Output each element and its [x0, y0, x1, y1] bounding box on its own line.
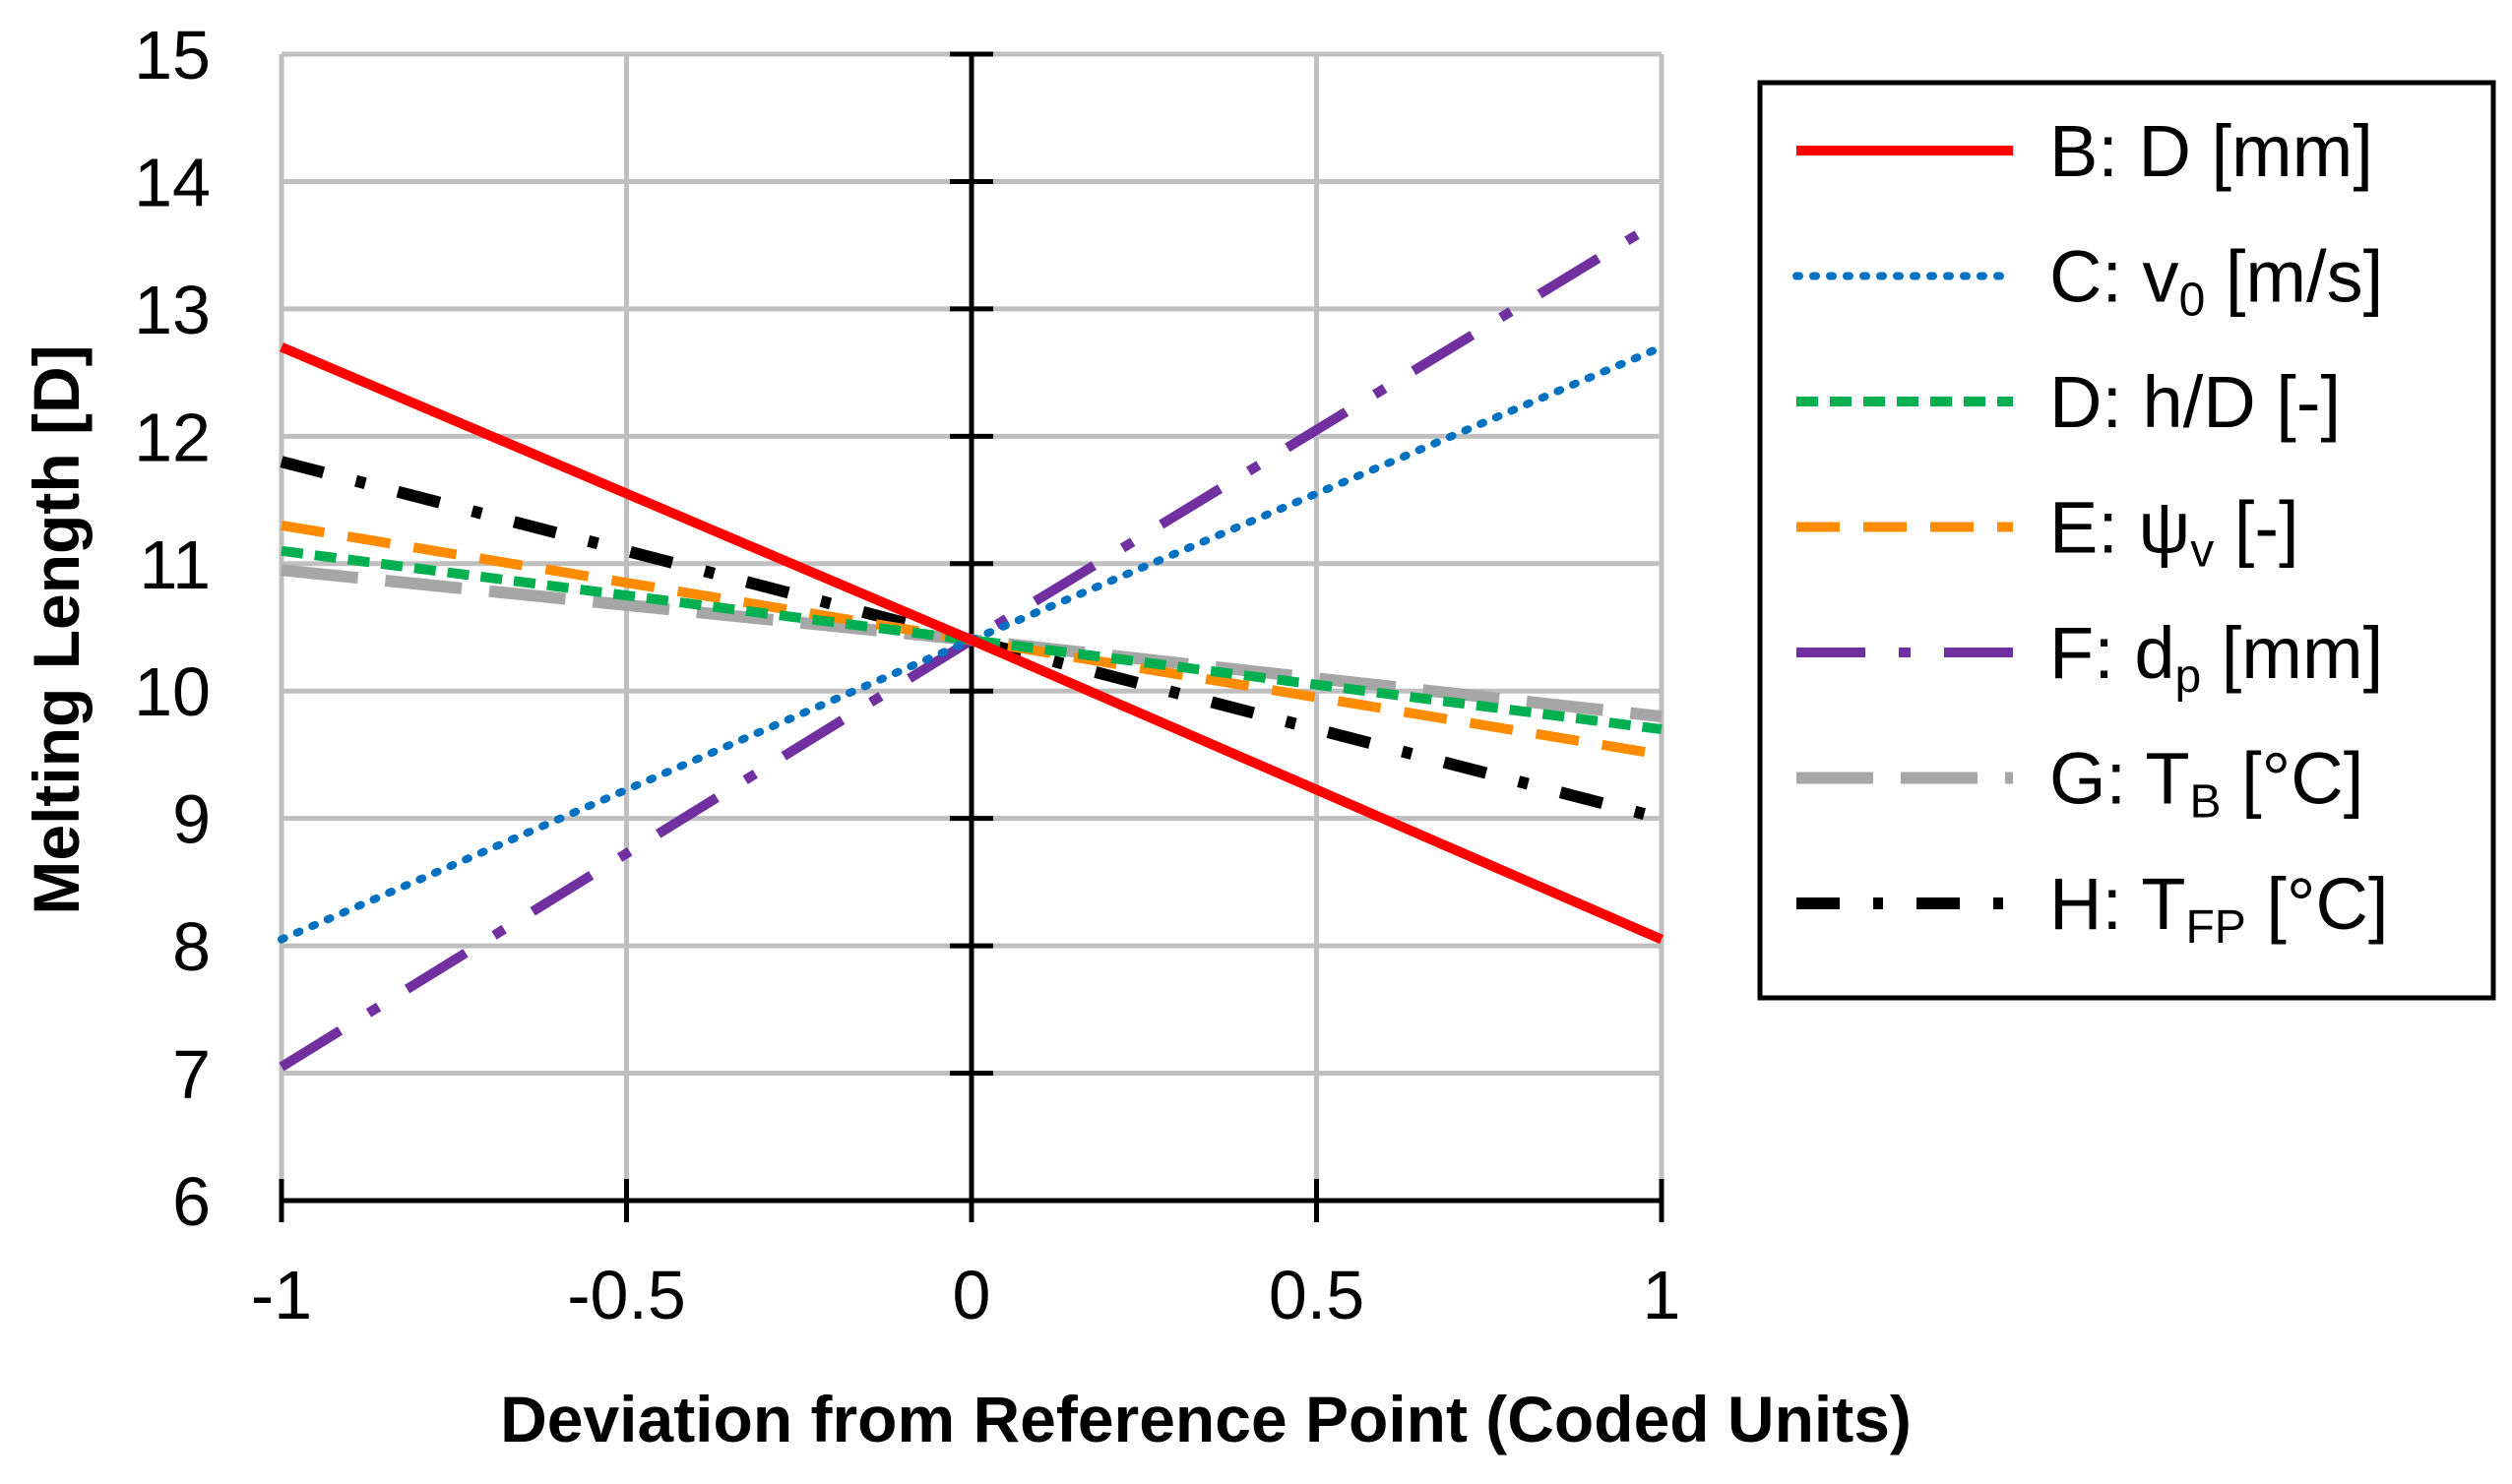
legend-label-main: E: ψ — [2049, 487, 2190, 569]
x-tick-label: 0 — [953, 1257, 991, 1333]
y-tick-label: 7 — [172, 1036, 211, 1113]
legend-label-unit: [m/s] — [2205, 236, 2383, 318]
legend-label-E: E: ψv [-] — [2049, 487, 2299, 578]
legend-items: B: D [mm] C: v0 [m/s] D: h/D [-] E: ψv [-] F… — [1792, 110, 2389, 954]
y-axis-title: Melting Length [D] — [20, 344, 93, 914]
x-tick-label: -0.5 — [567, 1257, 686, 1333]
x-axis-title: Deviation from Reference Point (Coded Un… — [500, 1383, 1912, 1455]
y-tick-label: 11 — [139, 526, 211, 603]
legend-label-main: B: D [mm] — [2049, 110, 2373, 192]
series-line-F — [279, 216, 1664, 1072]
series-lines — [278, 216, 1665, 1072]
legend-label-subscript: B — [2190, 776, 2222, 829]
y-tick-label: 14 — [134, 144, 211, 220]
x-tick-label: -1 — [251, 1257, 312, 1333]
legend-label-main: H: T — [2049, 863, 2185, 945]
legend-label-main: C: v — [2049, 236, 2179, 318]
legend-label-C: C: v0 [m/s] — [2049, 236, 2383, 327]
legend-label-G: G: TB [°C] — [2049, 738, 2363, 829]
legend-label-main: G: T — [2049, 738, 2190, 820]
y-tick-label: 13 — [134, 272, 211, 348]
legend-label-unit: [-] — [2214, 487, 2298, 569]
legend-label-subscript: FP — [2185, 901, 2245, 954]
series-line-B — [280, 342, 1664, 945]
y-tick-label: 15 — [134, 17, 211, 93]
y-tick-label: 12 — [134, 399, 211, 475]
tick-labels: 6 7 8 9 10 11 12 13 14 15 -1 -0.5 0 0.5 1 — [134, 17, 1680, 1333]
axes — [279, 51, 1664, 1222]
legend-box — [1757, 80, 2496, 1001]
y-tick-label: 9 — [172, 781, 211, 858]
legend-label-unit: [mm] — [2201, 612, 2383, 694]
legend-label-D: D: h/D [-] — [2049, 361, 2341, 443]
x-tick-label: 0.5 — [1269, 1257, 1364, 1333]
legend-label-unit: [°C] — [2246, 863, 2389, 945]
legend-label-main: F: d — [2049, 612, 2174, 694]
y-tick-label: 6 — [172, 1163, 211, 1240]
legend-label-F: F: dp [mm] — [2049, 612, 2383, 703]
legend-label-B: B: D [mm] — [2049, 110, 2373, 192]
x-tick-label: 1 — [1643, 1257, 1681, 1333]
y-tick-label: 10 — [134, 653, 211, 730]
legend: B: D [mm] C: v0 [m/s] D: h/D [-] E: ψv [-] F… — [1757, 80, 2496, 1001]
legend-label-subscript: 0 — [2179, 275, 2206, 327]
legend-label-unit: [°C] — [2222, 738, 2364, 820]
y-tick-label: 8 — [172, 908, 211, 985]
legend-label-H: H: TFP [°C] — [2049, 863, 2389, 954]
legend-label-main: D: h/D [-] — [2049, 361, 2341, 443]
legend-label-subscript: p — [2174, 650, 2201, 703]
legend-label-subscript: v — [2190, 526, 2214, 578]
